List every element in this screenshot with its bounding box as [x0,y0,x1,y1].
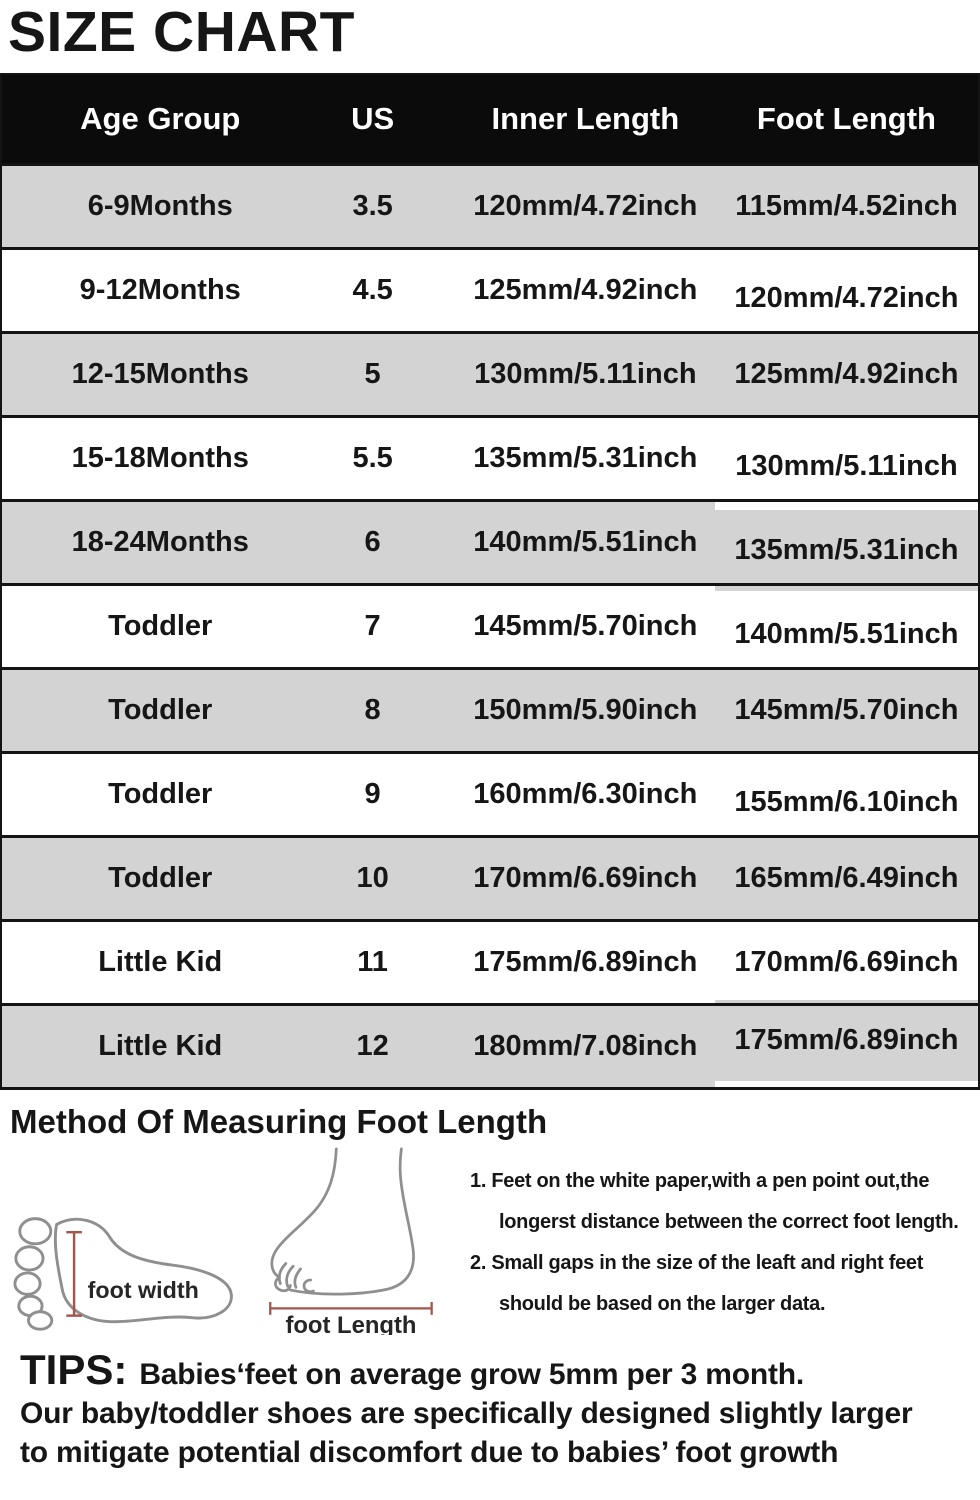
cell-foot-length: 140mm/5.51inch [714,590,979,678]
cell-foot-length: 145mm/5.70inch [714,666,979,754]
cell-foot-length: 155mm/6.10inch [714,758,979,846]
cell-inner-length: 170mm/6.69inch [455,834,715,922]
cell-inner-length: 120mm/4.72inch [455,162,715,250]
header-us-size: US [289,74,456,166]
cell-age-group: 12-15Months [1,330,290,418]
table-row: 18-24Months 6 140mm/5.51inch 135mm/5.31i… [1,498,979,594]
foot-side-view-diagram: foot Length [250,1147,462,1340]
foot-width-label: foot width [88,1277,199,1303]
tips-first-line: TIPS: Babies‘feet on average grow 5mm pe… [20,1348,980,1394]
toe-curl-small [302,1278,315,1294]
table-row: Toddler 8 150mm/5.90inch 145mm/5.70inch [1,666,979,754]
cell-us-size: 6 [289,498,456,586]
cell-inner-length: 150mm/5.90inch [455,666,715,754]
tips-text-line: Babies‘feet on average grow 5mm per 3 mo… [139,1358,805,1392]
measuring-instructions: 1. Feet on the white paper,with a pen po… [470,1161,959,1325]
measuring-diagram-section: foot width foot Length 1. Fee [0,1145,980,1340]
section-title-measuring-method: Method Of Measuring Foot Length [10,1102,548,1140]
cell-age-group: 18-24Months [1,498,290,586]
cell-us-size: 4.5 [289,246,456,334]
cell-age-group: Toddler [1,582,290,670]
table-row: Toddler 7 145mm/5.70inch 140mm/5.51inch [1,582,979,678]
foot-width-measure-line [66,1231,82,1317]
table-row: Toddler 10 170mm/6.69inch 165mm/6.49inch [1,834,979,922]
foot-top-view-diagram: foot width [12,1209,240,1339]
instruction-line: longerst distance between the correct fo… [499,1211,959,1234]
instruction-line: 2. Small gaps in the size of the leaft a… [470,1252,924,1275]
foot-length-label: foot Length [285,1312,416,1335]
foot-top-outline [53,1217,233,1324]
cell-foot-length: 125mm/4.92inch [714,330,979,418]
table-row: 9-12Months 4.5 125mm/4.92inch 120mm/4.72… [1,246,979,342]
header-foot-length: Foot Length [714,74,979,166]
header-row: Age Group US Inner Length Foot Length [1,74,979,166]
cell-inner-length: 135mm/5.31inch [455,414,715,502]
header-age-group: Age Group [1,74,290,166]
cell-age-group: Little Kid [1,918,290,1006]
foot-top-view-icon: foot width [13,1217,233,1331]
cell-age-group: 9-12Months [1,246,290,334]
toe-circle [18,1217,53,1246]
cell-age-group: 15-18Months [1,414,290,502]
sole-heel-line [289,1147,415,1296]
instruction-line: should be based on the larger data. [499,1293,826,1316]
cell-foot-length: 130mm/5.11inch [714,422,979,510]
cell-inner-length: 160mm/6.30inch [455,750,715,838]
tips-text-line: to mitigate potential discomfort due to … [20,1436,839,1470]
cell-foot-length: 175mm/6.89inch [714,996,979,1084]
header-inner-length: Inner Length [455,74,715,166]
cell-foot-length: 120mm/4.72inch [714,254,979,342]
cell-age-group: 6-9Months [1,162,290,250]
foot-length-measure-line [269,1302,433,1315]
toe-circle [27,1310,54,1331]
cell-inner-length: 145mm/5.70inch [455,582,715,670]
cell-us-size: 5.5 [289,414,456,502]
cell-us-size: 3.5 [289,162,456,250]
table-row: 6-9Months 3.5 120mm/4.72inch 115mm/4.52i… [1,162,979,250]
cell-inner-length: 125mm/4.92inch [455,246,715,334]
toe-circle [14,1245,45,1272]
cell-age-group: Toddler [1,666,290,754]
cell-foot-length: 115mm/4.52inch [714,162,979,250]
toe-curl [274,1275,292,1293]
cell-age-group: Little Kid [1,1002,290,1090]
cell-us-size: 5 [289,330,456,418]
cell-inner-length: 130mm/5.11inch [455,330,715,418]
cell-age-group: Toddler [1,834,290,922]
table-row: 12-15Months 5 130mm/5.11inch 125mm/4.92i… [1,330,979,418]
cell-us-size: 11 [289,918,456,1006]
table-row: Little Kid 11 175mm/6.89inch 170mm/6.69i… [1,918,979,1006]
table-header: Age Group US Inner Length Foot Length [1,74,979,166]
cell-age-group: Toddler [1,750,290,838]
foot-side-view-icon: foot Length [269,1147,433,1339]
toe-circle [13,1271,42,1296]
cell-us-size: 8 [289,666,456,754]
table-row: Toddler 9 160mm/6.30inch 155mm/6.10inch [1,750,979,846]
cell-foot-length: 165mm/6.49inch [714,834,979,922]
page-title: SIZE CHART [8,0,355,64]
size-chart-page: SIZE CHART Age Group US Inner Length Foo… [0,4,980,1472]
instruction-line: 1. Feet on the white paper,with a pen po… [470,1170,930,1193]
table-row: Little Kid 12 180mm/7.08inch 175mm/6.89i… [1,996,979,1090]
cell-inner-length: 180mm/7.08inch [455,1002,715,1090]
cell-foot-length: 135mm/5.31inch [714,506,979,594]
table-body: 6-9Months 3.5 120mm/4.72inch 115mm/4.52i… [1,162,979,1090]
leg-front-line [270,1147,338,1279]
toe-line [293,1267,302,1289]
table-row: 15-18Months 5.5 135mm/5.31inch 130mm/5.1… [1,414,979,510]
size-chart-table: Age Group US Inner Length Foot Length 6-… [0,73,980,1090]
cell-inner-length: 175mm/6.89inch [455,918,715,1006]
cell-us-size: 9 [289,750,456,838]
cell-us-size: 7 [289,582,456,670]
toe-line [277,1262,288,1286]
tips-label: TIPS: [20,1346,128,1394]
tips-section: TIPS: Babies‘feet on average grow 5mm pe… [20,1348,980,1472]
cell-foot-length: 170mm/6.69inch [714,918,979,1006]
cell-us-size: 10 [289,834,456,922]
tips-text-line: Our baby/toddler shoes are specifically … [20,1397,913,1431]
cell-us-size: 12 [289,1002,456,1090]
cell-inner-length: 140mm/5.51inch [455,498,715,586]
toe-line [285,1264,295,1288]
